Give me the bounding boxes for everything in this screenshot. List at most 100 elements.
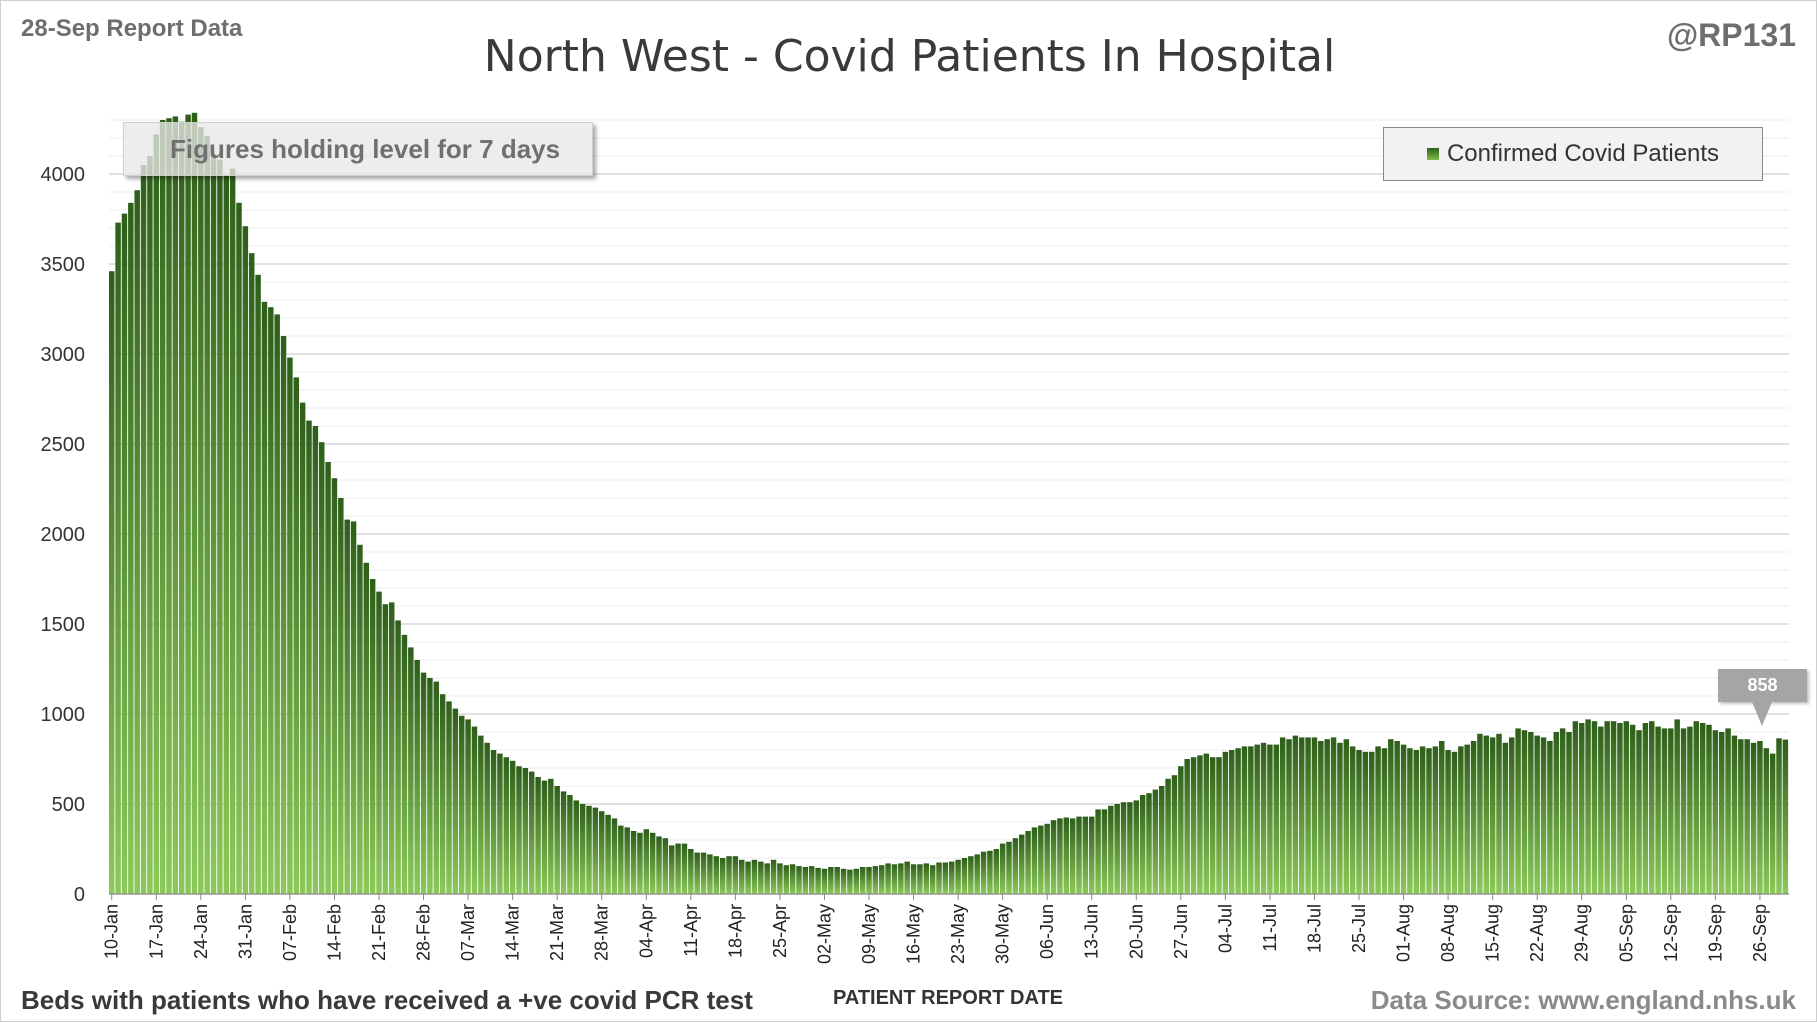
bar xyxy=(1159,786,1165,894)
bar xyxy=(980,851,987,894)
bar xyxy=(255,274,261,894)
y-tick-label: 4000 xyxy=(41,164,86,186)
bar-series xyxy=(109,112,1789,895)
bar xyxy=(1394,741,1400,894)
bar xyxy=(923,863,930,894)
bar xyxy=(885,863,891,894)
bar xyxy=(1127,802,1133,894)
bar xyxy=(439,694,446,894)
y-tick-label: 2500 xyxy=(41,434,86,456)
x-tick-label: 10-Jan xyxy=(102,904,122,959)
bar xyxy=(299,402,306,894)
bar xyxy=(1375,746,1381,894)
bar xyxy=(579,804,586,894)
bar xyxy=(465,719,471,894)
x-tick-label: 15-Aug xyxy=(1483,904,1503,962)
bar xyxy=(993,849,1000,894)
y-tick-label: 3500 xyxy=(41,254,86,276)
bar xyxy=(700,852,707,894)
bar xyxy=(567,795,573,894)
x-tick-label: 25-Apr xyxy=(770,904,790,958)
bar xyxy=(796,866,802,894)
bar xyxy=(1229,750,1235,894)
bar xyxy=(1197,755,1203,894)
bar xyxy=(522,768,529,894)
bar xyxy=(1591,721,1598,894)
x-tick-label: 21-Mar xyxy=(547,904,567,961)
bar xyxy=(605,814,611,894)
bar xyxy=(1139,795,1146,894)
bar xyxy=(376,591,382,894)
legend-label: Confirmed Covid Patients xyxy=(1446,140,1720,167)
bar xyxy=(815,867,821,894)
x-tick-label: 05-Sep xyxy=(1616,904,1636,962)
bar xyxy=(217,159,223,895)
x-tick-label: 04-Jul xyxy=(1215,904,1235,953)
bar xyxy=(560,791,567,894)
bar xyxy=(338,498,344,894)
bar xyxy=(688,849,694,894)
bar xyxy=(745,861,751,894)
bar xyxy=(1248,746,1254,894)
bar xyxy=(109,271,115,894)
bar xyxy=(1680,728,1687,894)
bar xyxy=(599,811,605,894)
x-tick-label: 23-May xyxy=(948,904,968,964)
bar xyxy=(395,620,401,894)
bar xyxy=(1133,800,1140,894)
bar xyxy=(134,190,140,894)
bar xyxy=(1050,820,1057,894)
bar xyxy=(592,807,599,894)
bar xyxy=(153,134,160,894)
bar xyxy=(1547,741,1553,894)
bar xyxy=(1146,793,1152,894)
bar xyxy=(630,831,637,894)
axes: 0 500 1000 1500 2000 2500 3000 3500 4000 10-Jan 17… xyxy=(41,164,1789,964)
bar xyxy=(261,301,268,894)
bar xyxy=(1120,802,1127,894)
bar xyxy=(516,766,522,894)
bar xyxy=(350,521,357,894)
bar xyxy=(1279,737,1286,894)
bar xyxy=(1623,721,1630,894)
bar xyxy=(427,678,433,894)
bar xyxy=(497,753,503,894)
y-tick-label: 2000 xyxy=(41,524,86,546)
x-tick-label: 28-Feb xyxy=(414,904,434,961)
bar xyxy=(898,863,904,894)
x-tick-label: 13-Jun xyxy=(1082,904,1102,959)
bar xyxy=(1706,724,1712,894)
bar xyxy=(420,672,427,894)
bar xyxy=(1318,741,1324,894)
x-tick-label: 18-Jul xyxy=(1305,904,1325,953)
bar xyxy=(382,604,389,894)
bar xyxy=(280,336,287,894)
bar xyxy=(777,863,783,894)
x-tick-label: 02-May xyxy=(815,904,835,964)
bar xyxy=(1655,726,1661,894)
bar xyxy=(929,865,936,894)
bar xyxy=(433,681,440,894)
bar xyxy=(1025,831,1031,894)
bar xyxy=(535,777,541,894)
bar xyxy=(1400,744,1407,894)
x-tick-label: 12-Sep xyxy=(1661,904,1681,962)
bar xyxy=(1489,737,1496,894)
bar xyxy=(1082,816,1089,894)
bar xyxy=(573,800,580,894)
bar xyxy=(866,867,872,894)
x-tick-label: 09-May xyxy=(859,904,879,964)
bar xyxy=(1419,746,1426,894)
bar xyxy=(459,715,465,894)
bar xyxy=(719,858,726,894)
y-tick-label: 1500 xyxy=(41,614,86,636)
bar xyxy=(675,843,681,894)
bar xyxy=(1687,726,1693,894)
bar xyxy=(541,780,548,894)
bar xyxy=(249,253,255,894)
bar xyxy=(1203,753,1210,894)
bar xyxy=(1209,757,1216,894)
bar xyxy=(853,868,860,894)
x-tick-label: 26-Sep xyxy=(1750,904,1770,962)
